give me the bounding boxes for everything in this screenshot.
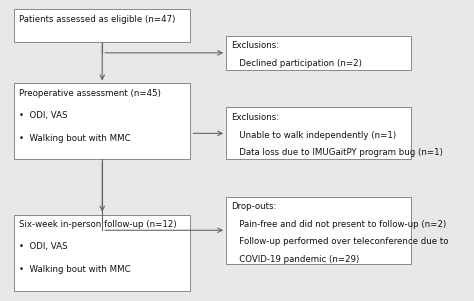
Text: •  ODI, VAS: • ODI, VAS xyxy=(19,242,67,251)
Text: Unable to walk independently (n=1): Unable to walk independently (n=1) xyxy=(231,131,396,140)
Text: Patients assessed as eligible (n=47): Patients assessed as eligible (n=47) xyxy=(19,15,175,24)
FancyBboxPatch shape xyxy=(14,9,191,42)
Text: •  ODI, VAS: • ODI, VAS xyxy=(19,111,67,120)
FancyBboxPatch shape xyxy=(226,36,411,70)
Text: Exclusions:: Exclusions: xyxy=(231,41,279,50)
FancyBboxPatch shape xyxy=(14,83,191,160)
Text: •  Walking bout with MMC: • Walking bout with MMC xyxy=(19,134,131,142)
FancyBboxPatch shape xyxy=(14,215,191,291)
FancyBboxPatch shape xyxy=(226,107,411,160)
Text: COVID-19 pandemic (n=29): COVID-19 pandemic (n=29) xyxy=(231,255,359,264)
Text: Preoperative assessment (n=45): Preoperative assessment (n=45) xyxy=(19,89,161,98)
Text: Data loss due to IMUGaitPY program bug (n=1): Data loss due to IMUGaitPY program bug (… xyxy=(231,148,443,157)
Text: Pain-free and did not present to follow-up (n=2): Pain-free and did not present to follow-… xyxy=(231,220,447,229)
FancyBboxPatch shape xyxy=(226,197,411,264)
Text: Follow-up performed over teleconference due to: Follow-up performed over teleconference … xyxy=(231,237,449,246)
Text: •  Walking bout with MMC: • Walking bout with MMC xyxy=(19,265,131,274)
Text: Declined participation (n=2): Declined participation (n=2) xyxy=(231,59,362,68)
Text: Six-week in-person follow-up (n=12): Six-week in-person follow-up (n=12) xyxy=(19,220,177,229)
Text: Exclusions:: Exclusions: xyxy=(231,113,279,122)
Text: Drop-outs:: Drop-outs: xyxy=(231,202,276,211)
